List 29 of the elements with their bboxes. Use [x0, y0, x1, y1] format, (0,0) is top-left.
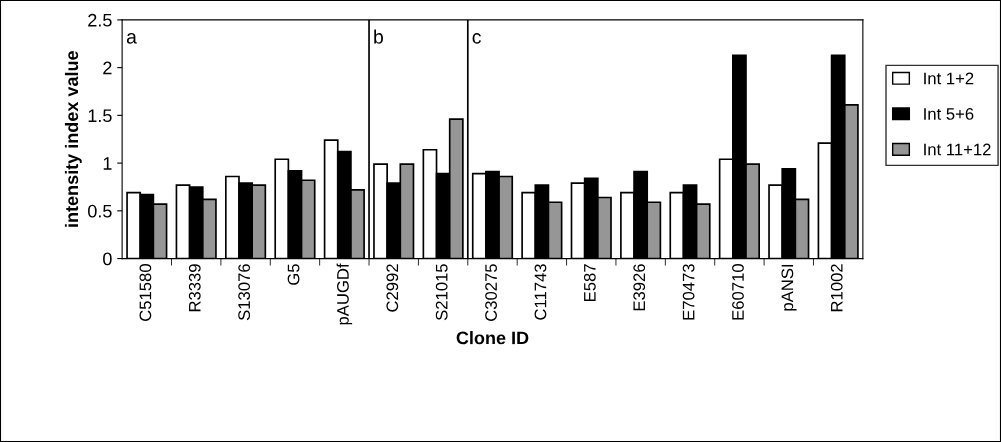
y-tick-label: 1: [103, 157, 112, 170]
x-tick-label: E60710: [732, 264, 744, 320]
x-tick-label: S21015: [435, 264, 448, 321]
y-tick-label: 0: [103, 252, 112, 266]
legend-label: Int 5+6: [924, 108, 974, 120]
y-axis-title: intensity index value: [64, 51, 82, 227]
x-tick-label: E587: [583, 264, 596, 301]
x-tick-label: C30275: [485, 264, 497, 321]
y-tick-label: 0.5: [88, 204, 112, 218]
legend-label: Int 1+2: [924, 72, 974, 85]
x-tick-label: E3926: [633, 264, 646, 311]
x-tick-label: pAUGDf: [336, 263, 353, 325]
legend-label: Int 11+12: [924, 143, 991, 156]
y-tick-label: 2: [103, 61, 112, 75]
x-axis-title: Clone ID: [456, 331, 529, 345]
x-tick-label: C2992: [386, 264, 399, 312]
x-tick-label: S13076: [238, 264, 251, 321]
x-tick-label: R3339: [188, 264, 201, 312]
x-tick-label: C11743: [534, 264, 547, 320]
x-tick-label: C51580: [139, 264, 152, 321]
x-tick-label: G5: [287, 264, 300, 285]
annotation: c: [472, 33, 481, 44]
annotation: a: [126, 33, 137, 44]
y-tick-label: 1.5: [88, 109, 112, 123]
annotation: b: [374, 29, 383, 44]
x-tick-label: pANSI: [781, 264, 797, 311]
x-tick-label: E70473: [682, 264, 695, 320]
y-tick-label: 2.5: [88, 13, 112, 27]
x-tick-label: R1002: [830, 264, 843, 312]
